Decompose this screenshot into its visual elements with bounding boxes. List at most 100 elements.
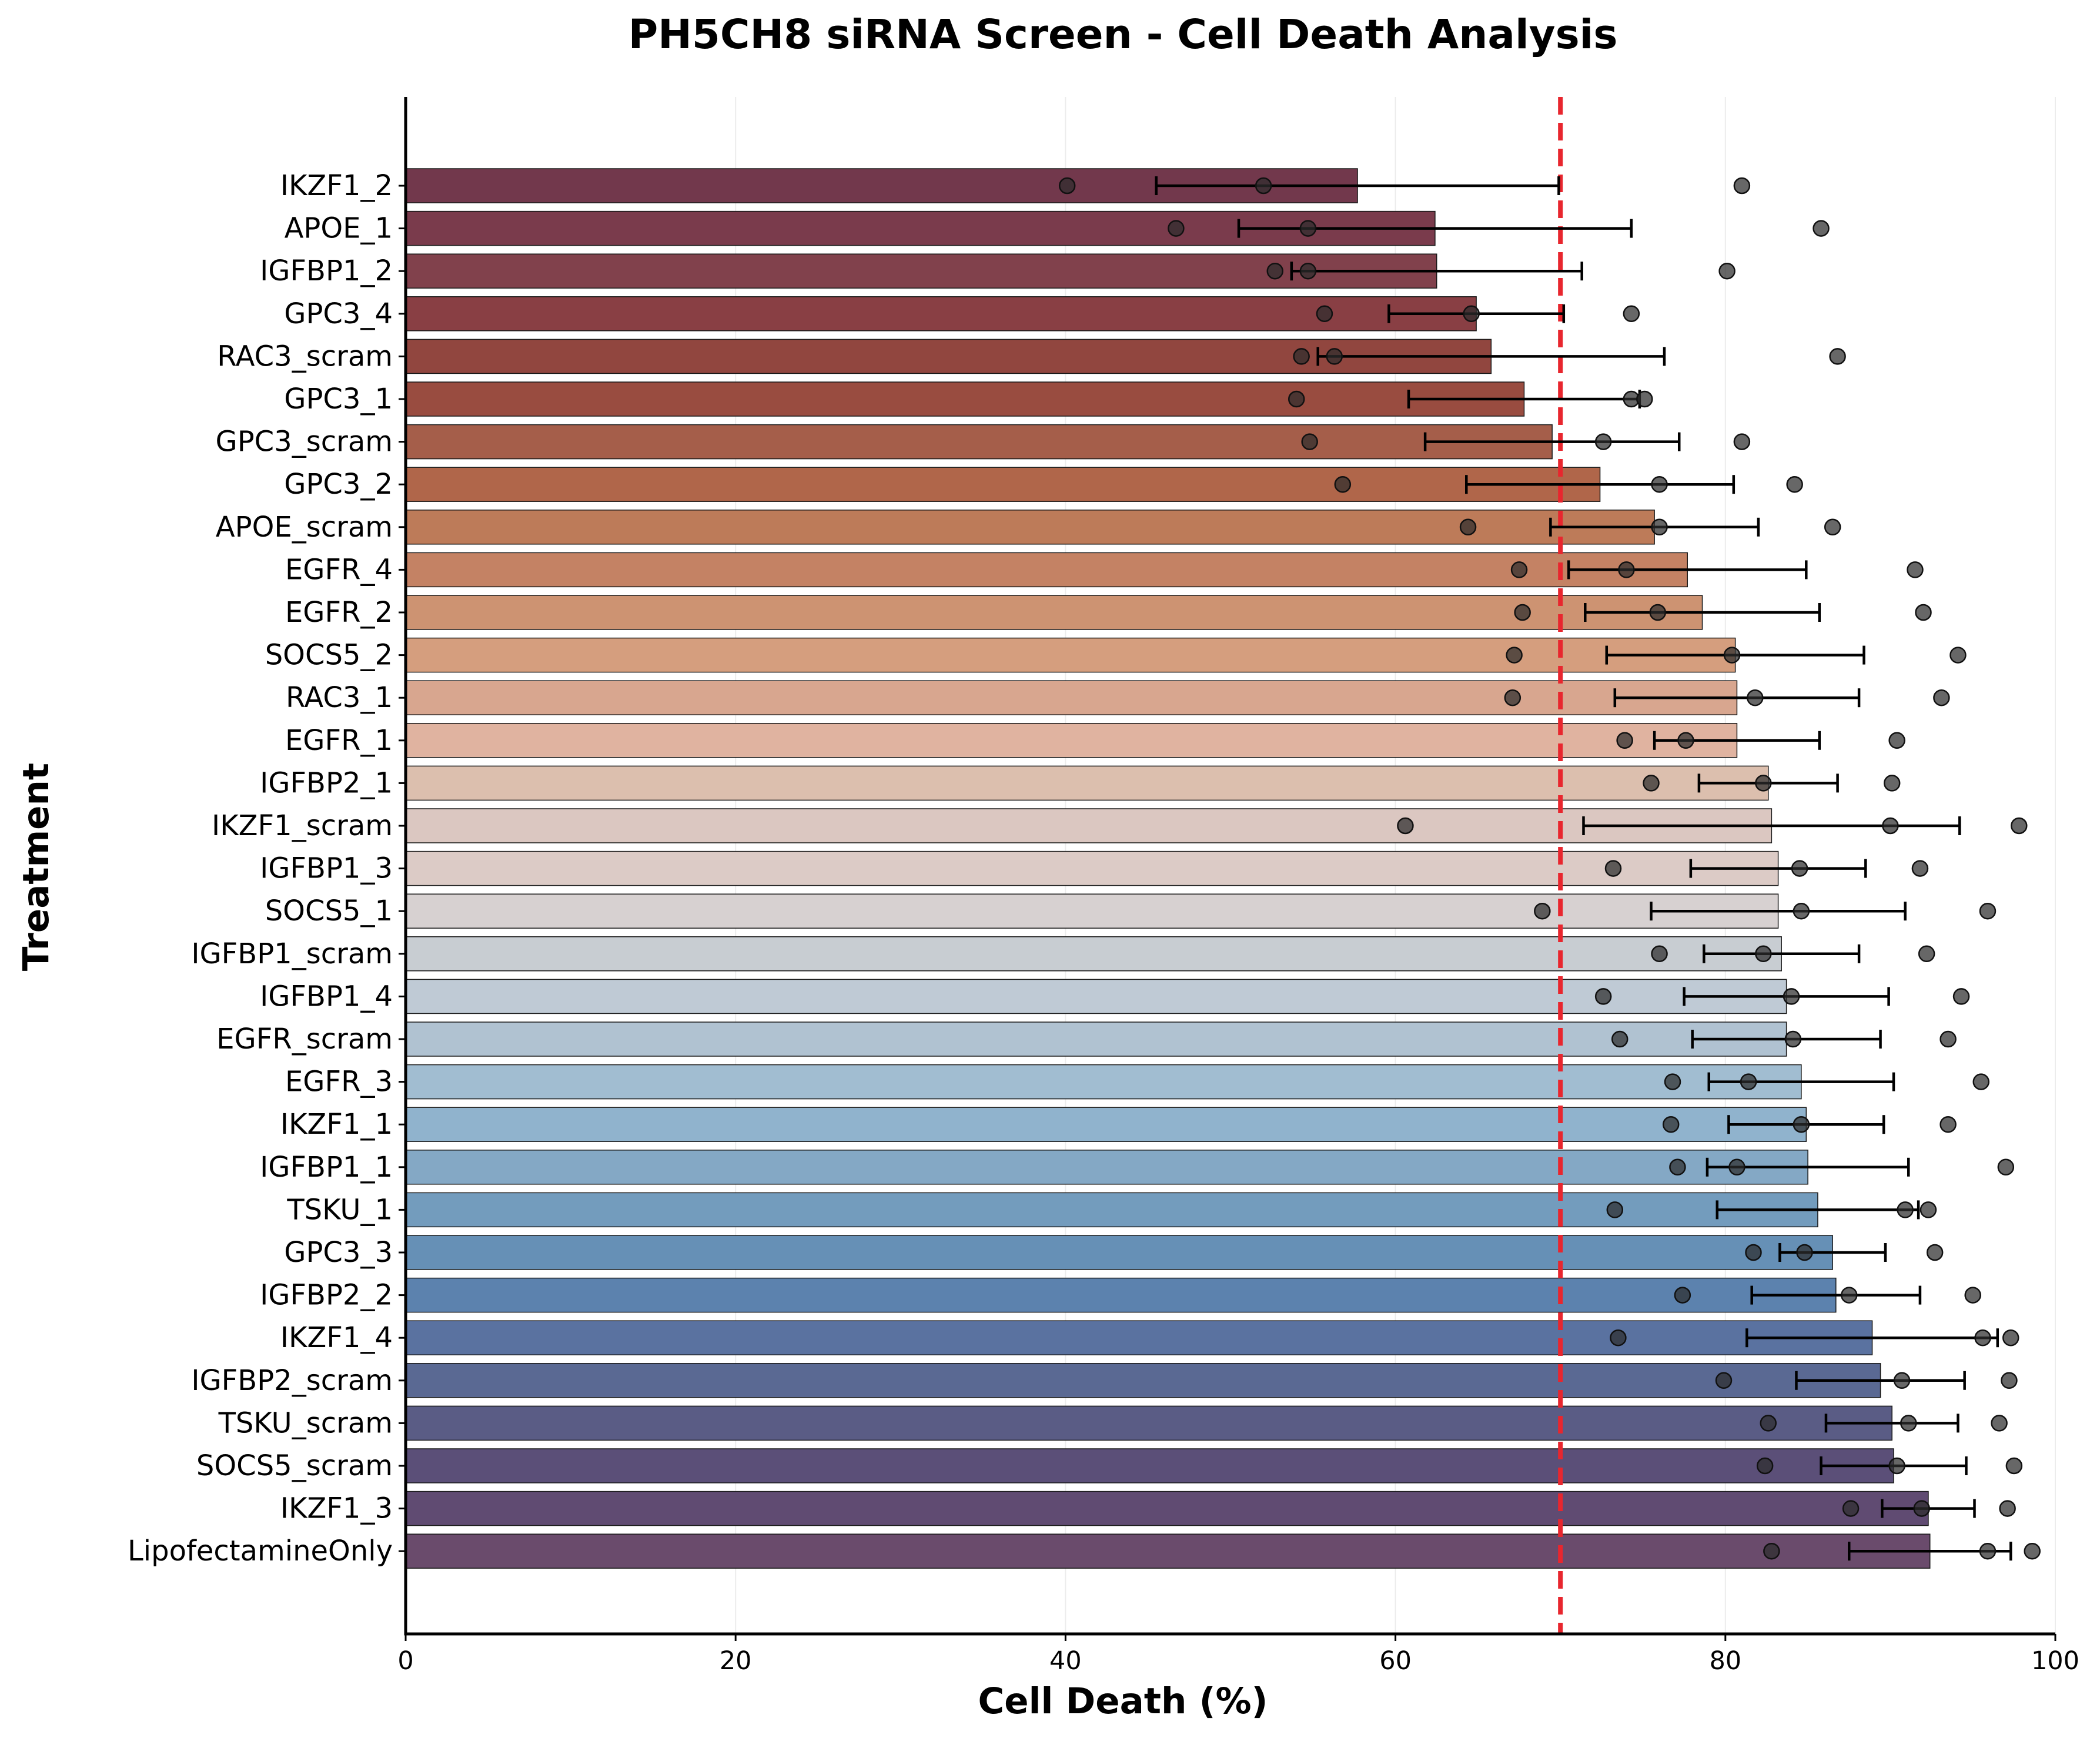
y-tick-label: SOCS5_scram [196,1449,393,1482]
replicate-point [1718,262,1735,280]
replicate-point [1979,902,1997,920]
replicate-point [1793,1116,1810,1133]
y-tick-label: APOE_scram [216,511,393,544]
y-tick-label: IGFBP1_3 [260,852,393,885]
bar [405,381,1525,417]
replicate-point [1662,1116,1680,1133]
replicate-point [2005,1457,2023,1475]
y-tick-label: IKZF1_scram [212,809,393,842]
replicate-point [1463,305,1480,323]
replicate-point [1911,860,1929,877]
replicate-point [1299,262,1317,280]
replicate-point [2001,1372,2018,1389]
replicate-point [1796,1244,1813,1261]
y-tick-label: LipofectamineOnly [128,1535,393,1568]
replicate-point [1606,1201,1624,1218]
bar [405,510,1655,545]
bar [405,1021,1787,1057]
y-tick-label: IGFBP2_scram [191,1364,393,1397]
x-tick-label: 20 [720,1646,752,1676]
replicate-point [1266,262,1284,280]
replicate-point [1952,988,1970,1005]
replicate-point [1760,1415,1777,1432]
replicate-point [1610,1329,1627,1347]
y-tick-label: TSKU_scram [218,1406,393,1439]
replicate-point [1664,1073,1681,1090]
y-tick-label: APOE_1 [285,212,393,245]
y-tick-label: RAC3_1 [286,681,393,714]
replicate-point [1763,1542,1780,1560]
y-tick-label: IGFBP1_scram [191,937,393,970]
replicate-point [1740,1073,1757,1090]
y-tick-label: RAC3_scram [217,340,393,373]
replicate-point [1604,860,1622,877]
replicate-point [1888,732,1905,749]
y-tick-label: IKZF1_3 [280,1492,393,1525]
replicate-point [1974,1329,1991,1347]
replicate-point [1651,518,1668,536]
x-tick-label: 40 [1049,1646,1082,1676]
x-axis-title: Cell Death (%) [978,1680,1268,1722]
replicate-point [1506,647,1523,664]
replicate-point [2011,817,2028,835]
y-tick-label: GPC3_scram [216,426,393,458]
x-tick-label: 80 [1709,1646,1741,1676]
replicate-point [1813,220,1830,237]
y-tick-label: IKZF1_1 [280,1108,393,1141]
replicate-point [1933,689,1950,706]
replicate-point [1926,1244,1944,1261]
bar [405,979,1787,1014]
replicate-point [1514,604,1531,621]
replicate-point [1299,220,1317,237]
replicate-point [1940,1030,1957,1048]
bar [405,1320,1873,1355]
replicate-point [1316,305,1333,323]
bar [405,1277,1837,1313]
replicate-point [1618,561,1635,578]
bar [405,1363,1881,1398]
x-tick-label: 100 [2031,1646,2079,1676]
y-tick-label: TSKU_1 [286,1193,393,1226]
replicate-point [1504,689,1522,706]
bar [405,1192,1818,1228]
replicate-point [1915,604,1932,621]
replicate-point [1293,348,1310,365]
replicate-point [1940,1116,1957,1133]
y-tick-label: GPC3_2 [284,468,393,501]
y-tick-label: EGFR_3 [285,1066,393,1098]
y-tick-label: IGFBP1_4 [260,980,393,1013]
bar [405,637,1736,673]
replicate-point [1397,817,1414,835]
replicate-point [1918,945,1935,963]
y-tick-label: IGFBP1_1 [260,1151,393,1184]
y-tick-label: SOCS5_2 [265,639,393,672]
bar [405,595,1703,630]
replicate-point [1784,1030,1802,1048]
replicate-point [1979,1542,1997,1560]
replicate-point [1616,732,1633,749]
bar [405,1491,1929,1526]
replicate-point [1999,1500,2016,1517]
replicate-point [1888,1457,1905,1475]
replicate-point [1459,518,1477,536]
bar [405,765,1769,801]
y-tick-label: IKZF1_2 [280,169,393,202]
replicate-point [1897,1201,1914,1218]
replicate-point [1594,988,1612,1005]
y-tick-labels: IKZF1_2 APOE_1 IGFBP1_2 GPC3_4 RAC3_scram GPC… [128,169,393,1568]
x-tick-label: 0 [397,1646,413,1676]
replicate-point [1733,433,1751,450]
replicate-point [1168,220,1185,237]
replicate-point [1715,1372,1733,1389]
bar [405,339,1492,374]
replicate-point [1900,1415,1917,1432]
y-tick-label: IKZF1_4 [280,1321,393,1354]
replicate-point [1733,177,1751,195]
bar [405,1448,1894,1483]
replicate-point [1677,732,1694,749]
y-tick-label: EGFR_1 [285,724,393,757]
bar [405,680,1738,715]
replicate-points [1058,177,2041,1560]
bar [405,1150,1808,1185]
